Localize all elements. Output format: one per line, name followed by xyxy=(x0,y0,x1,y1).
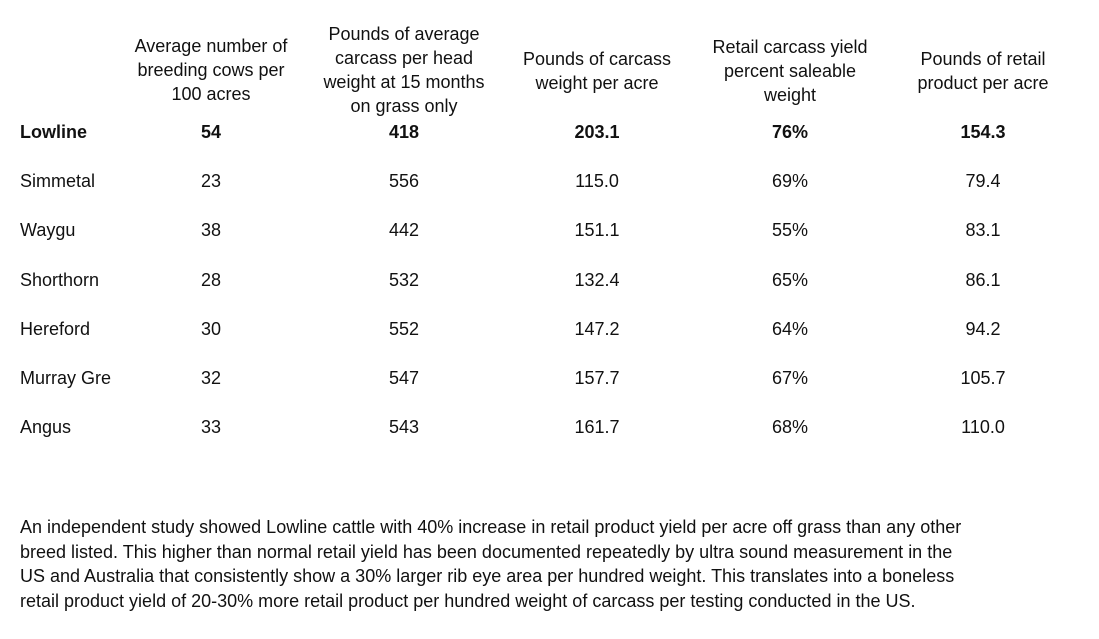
retail-yield-pct-cell: 55% xyxy=(771,220,809,241)
retail-yield-pct-cell: 69% xyxy=(771,171,809,192)
header-line: on grass only xyxy=(350,96,458,116)
carcass-per-acre-cell: 203.1 xyxy=(574,122,620,142)
retail-yield-pct-cell: 68% xyxy=(771,417,809,438)
carcass-per-acre-cell: 157.7 xyxy=(574,368,620,388)
header-carcass-per-acre: Pounds of carcass weight per acre xyxy=(507,47,687,95)
retail-per-acre-cell: 83.1 xyxy=(965,220,1001,241)
retail-per-acre-cell: 154.3 xyxy=(960,122,1006,142)
header-line: Pounds of average xyxy=(328,24,480,44)
header-carcass-per-head: Pounds of average carcass per head weigh… xyxy=(304,22,504,118)
retail-per-acre-cell: 94.2 xyxy=(965,318,1001,339)
table-row: Simmetal 23 556 115.0 69% 79.4 xyxy=(0,166,1099,196)
carcass-per-acre-cell: 151.1 xyxy=(574,220,620,241)
carcass-per-acre-cell: 147.2 xyxy=(574,318,620,339)
header-retail-yield-pct: Retail carcass yield percent saleable we… xyxy=(695,35,885,107)
note-line: An independent study showed Lowline catt… xyxy=(20,517,962,537)
carcass-per-head-cell: 418 xyxy=(388,122,420,142)
carcass-per-head-cell: 532 xyxy=(388,269,420,290)
retail-per-acre-cell: 86.1 xyxy=(965,269,1001,290)
header-line: Retail carcass yield xyxy=(712,37,868,57)
header-line: Pounds of carcass xyxy=(522,49,672,69)
breed-name-cell: Lowline xyxy=(20,122,87,142)
breed-name-cell: Murray Gre xyxy=(20,368,112,388)
cows-per-100-acres-cell: 32 xyxy=(200,368,222,388)
cows-per-100-acres-cell: 28 xyxy=(200,269,222,290)
carcass-per-head-cell: 552 xyxy=(388,318,420,339)
carcass-per-head-cell: 556 xyxy=(388,171,420,192)
header-line: weight per acre xyxy=(535,73,659,93)
header-line: Average number of xyxy=(134,36,288,56)
header-line: weight at 15 months xyxy=(323,72,485,92)
header-line: percent saleable xyxy=(723,61,857,81)
retail-yield-pct-cell: 67% xyxy=(771,368,809,388)
retail-per-acre-cell: 110.0 xyxy=(961,417,1005,438)
header-line: product per acre xyxy=(917,73,1049,93)
cows-per-100-acres-cell: 33 xyxy=(200,417,222,438)
carcass-per-head-cell: 543 xyxy=(388,417,420,438)
retail-yield-pct-cell: 76% xyxy=(771,122,809,142)
cows-per-100-acres-cell: 23 xyxy=(200,171,222,192)
retail-per-acre-cell: 79.4 xyxy=(965,171,1001,192)
carcass-per-head-cell: 442 xyxy=(388,220,420,241)
header-cows-per-100-acres: Average number of breeding cows per 100 … xyxy=(121,34,301,106)
header-line: Pounds of retail xyxy=(920,49,1046,69)
header-line: carcass per head xyxy=(334,48,474,68)
note-line: retail product yield of 20-30% more reta… xyxy=(20,590,916,611)
table-row: Murray Gre 32 547 157.7 67% 105.7 xyxy=(0,363,1099,393)
breed-comparison-table: Average number of breeding cows per 100 … xyxy=(0,22,1099,442)
note-line: breed listed. This higher than normal re… xyxy=(20,541,953,562)
header-line: 100 acres xyxy=(171,84,251,104)
cows-per-100-acres-cell: 54 xyxy=(200,122,222,142)
table-row: Angus 33 543 161.7 68% 110.0 xyxy=(0,412,1099,442)
breed-name-cell: Waygu xyxy=(20,220,76,241)
table-row: Waygu 38 442 151.1 55% 83.1 xyxy=(0,215,1099,245)
retail-per-acre-cell: 105.7 xyxy=(960,368,1006,388)
study-note: An independent study showed Lowline catt… xyxy=(20,515,1080,613)
note-line: US and Australia that consistently show … xyxy=(20,566,955,586)
carcass-per-acre-cell: 132.4 xyxy=(574,269,620,290)
cows-per-100-acres-cell: 30 xyxy=(200,318,222,339)
cows-per-100-acres-cell: 38 xyxy=(200,220,222,241)
breed-name-cell: Hereford xyxy=(20,318,91,339)
table-row: Hereford 30 552 147.2 64% 94.2 xyxy=(0,314,1099,344)
header-retail-per-acre: Pounds of retail product per acre xyxy=(893,47,1073,95)
breed-name-cell: Simmetal xyxy=(20,171,96,192)
header-line: breeding cows per xyxy=(137,60,285,80)
carcass-per-acre-cell: 161.7 xyxy=(574,417,620,438)
breed-name-cell: Angus xyxy=(20,417,72,438)
carcass-per-head-cell: 547 xyxy=(388,368,420,388)
table-row: Lowline 54 418 203.1 76% 154.3 xyxy=(0,117,1099,147)
header-line: weight xyxy=(763,85,817,105)
carcass-per-acre-cell: 115.0 xyxy=(575,171,619,192)
breed-name-cell: Shorthorn xyxy=(20,269,100,290)
table-row: Shorthorn 28 532 132.4 65% 86.1 xyxy=(0,265,1099,295)
retail-yield-pct-cell: 65% xyxy=(771,269,809,290)
retail-yield-pct-cell: 64% xyxy=(771,318,809,339)
